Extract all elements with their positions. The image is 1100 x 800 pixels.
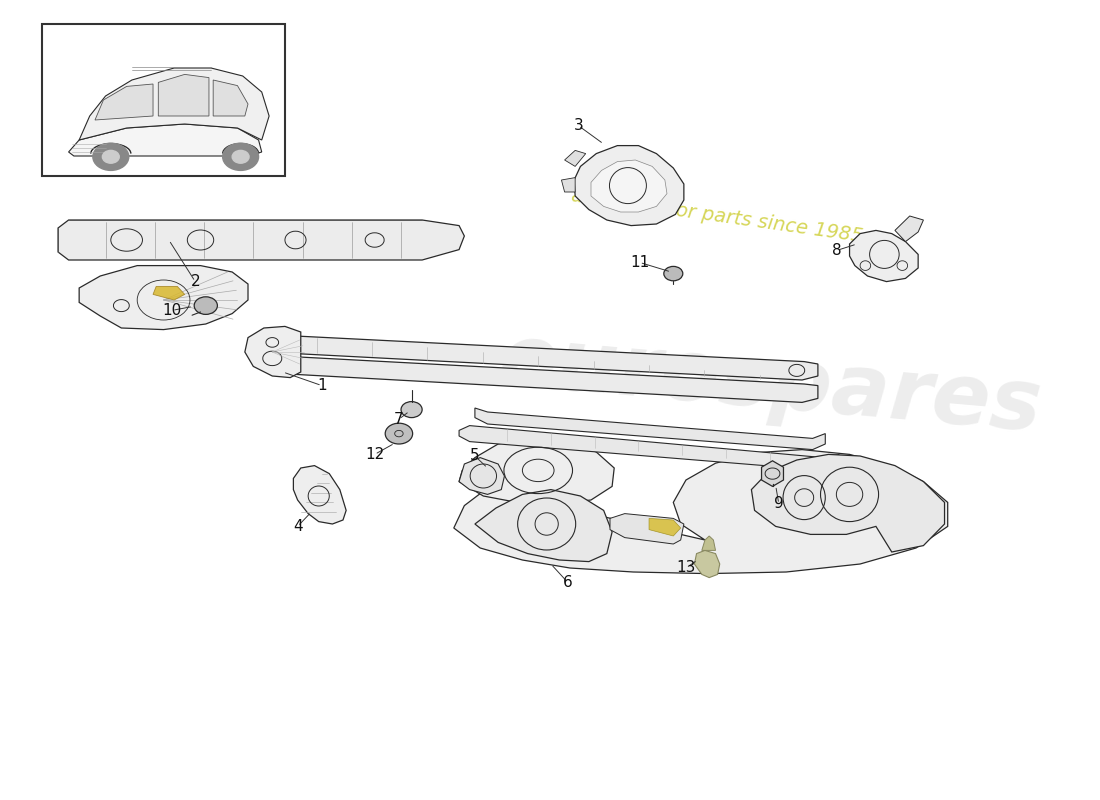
Text: 4: 4: [293, 519, 303, 534]
Text: 9: 9: [774, 497, 783, 511]
Text: 6: 6: [563, 575, 573, 590]
Polygon shape: [58, 220, 464, 260]
Text: 2: 2: [190, 274, 200, 289]
Polygon shape: [294, 466, 346, 524]
Polygon shape: [459, 426, 839, 470]
Polygon shape: [649, 518, 681, 536]
Text: 10: 10: [163, 303, 182, 318]
FancyBboxPatch shape: [42, 24, 285, 176]
Polygon shape: [459, 458, 505, 494]
Polygon shape: [79, 266, 248, 330]
Polygon shape: [574, 146, 684, 226]
Polygon shape: [702, 536, 715, 550]
Text: 8: 8: [832, 243, 842, 258]
Polygon shape: [153, 286, 185, 300]
Circle shape: [102, 150, 119, 163]
Text: 5: 5: [470, 449, 480, 463]
Polygon shape: [454, 450, 948, 574]
Polygon shape: [245, 326, 300, 378]
Polygon shape: [751, 454, 945, 552]
Text: eurospares: eurospares: [496, 319, 1045, 449]
Circle shape: [222, 143, 258, 170]
Text: 11: 11: [630, 255, 649, 270]
Polygon shape: [591, 160, 667, 212]
Polygon shape: [849, 230, 918, 282]
Circle shape: [232, 150, 249, 163]
Polygon shape: [213, 80, 248, 116]
Circle shape: [402, 402, 422, 418]
Polygon shape: [270, 355, 818, 402]
Text: 3: 3: [573, 118, 583, 133]
Text: 12: 12: [365, 447, 384, 462]
Polygon shape: [79, 68, 270, 140]
Polygon shape: [895, 216, 923, 242]
Polygon shape: [694, 550, 719, 578]
Polygon shape: [459, 438, 614, 504]
Polygon shape: [475, 490, 612, 562]
Polygon shape: [475, 408, 825, 450]
Polygon shape: [610, 514, 684, 544]
Polygon shape: [158, 74, 209, 116]
Text: 7: 7: [394, 412, 404, 426]
Text: 1: 1: [317, 378, 327, 393]
Text: 13: 13: [676, 561, 695, 575]
Circle shape: [195, 297, 218, 314]
Polygon shape: [68, 124, 262, 156]
Polygon shape: [270, 334, 818, 380]
Polygon shape: [95, 84, 153, 120]
Polygon shape: [564, 150, 585, 166]
Circle shape: [92, 143, 129, 170]
Circle shape: [663, 266, 683, 281]
Circle shape: [385, 423, 412, 444]
Polygon shape: [561, 178, 575, 192]
Polygon shape: [761, 461, 783, 486]
Text: a passion for parts since 1985: a passion for parts since 1985: [571, 186, 865, 246]
